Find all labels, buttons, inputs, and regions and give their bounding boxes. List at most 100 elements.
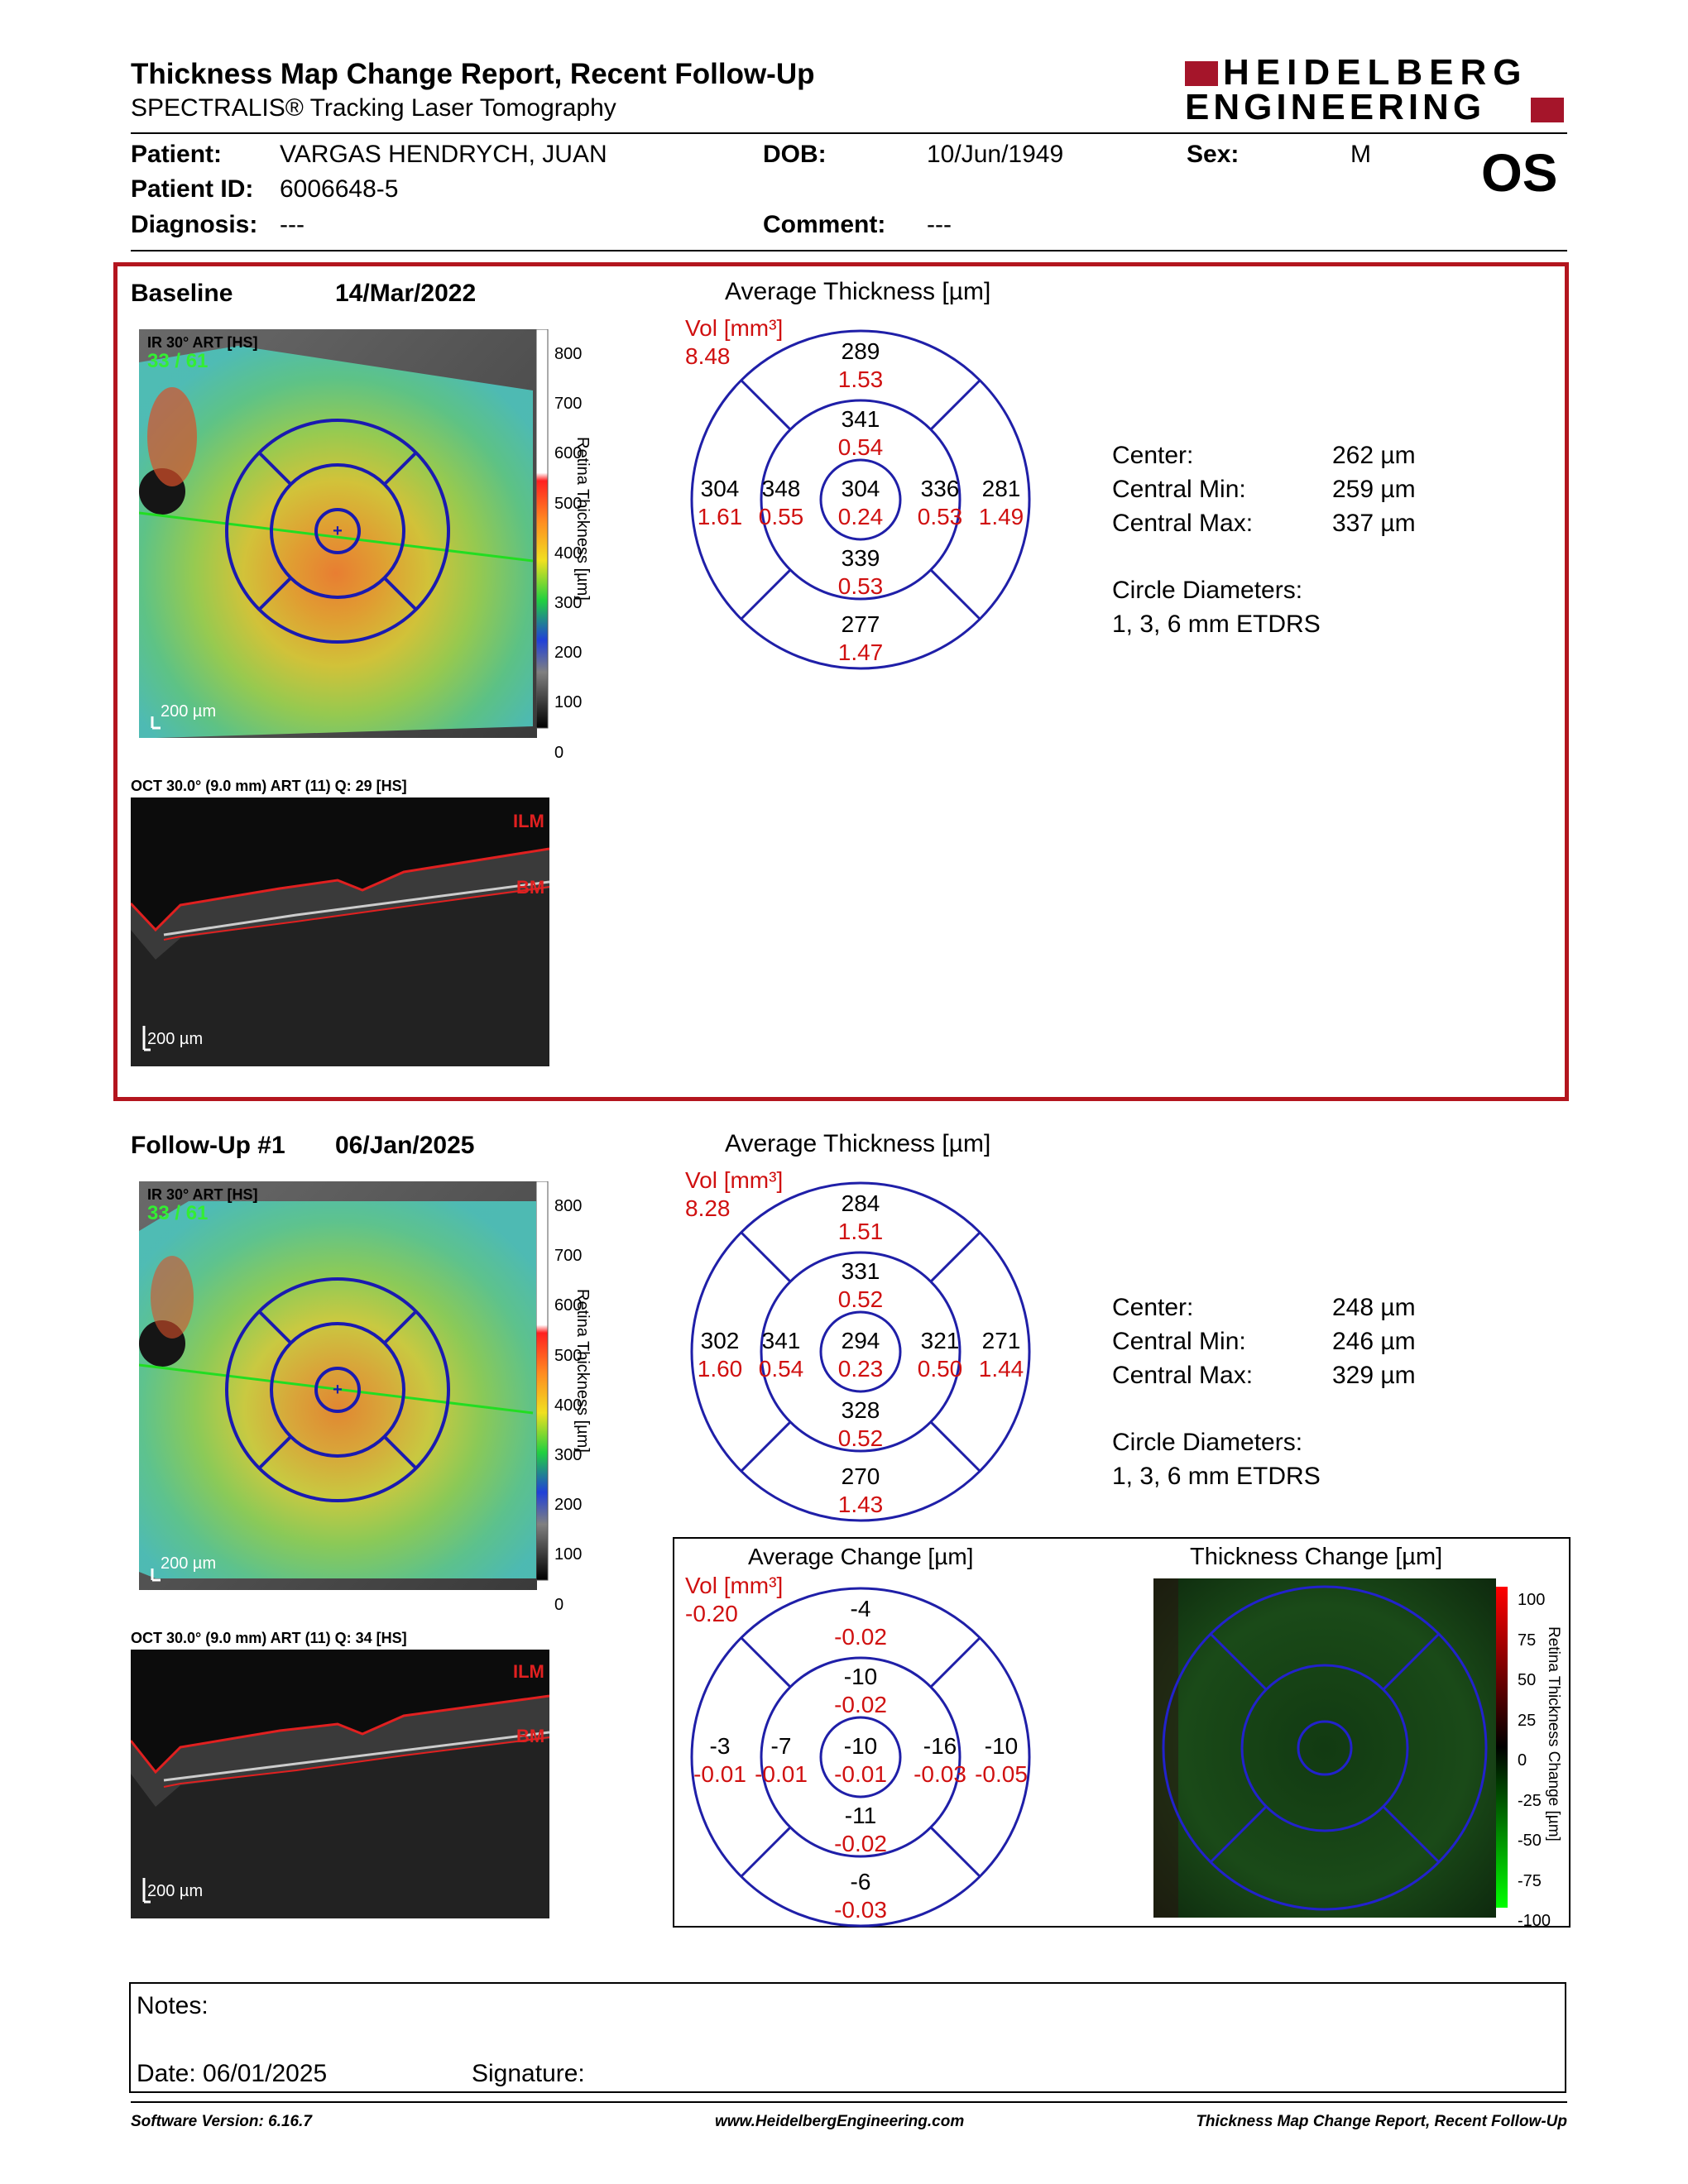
followup-colorbar-tick: 0 [554, 1595, 564, 1614]
followup-center-value: 248 µm [1332, 1294, 1416, 1321]
baseline-etdrs-grid: 304 0.24 341 0.54 339 0.53 348 0.55 336 0.53 289 1.… [679, 315, 1043, 682]
sector-outer-left-thickness: 302 [701, 1328, 740, 1353]
baseline-diam-value: 1, 3, 6 mm ETDRS [1112, 611, 1321, 638]
followup-oct-scale: 200 µm [147, 1882, 203, 1900]
sector-outer-sup-volume: 1.51 [838, 1219, 884, 1244]
followup-colorbar-tick: 600 [554, 1296, 583, 1315]
header-rule [131, 132, 1567, 134]
notes-date: Date: 06/01/2025 [137, 2060, 328, 2087]
followup-ir-panel: + IR 30° ART [HS] 33 / 61 200 µm [138, 1181, 592, 1590]
followup-min-label: Central Min: [1112, 1328, 1246, 1355]
baseline-thickness-map: + IR 30° ART [HS] 33 / 61 200 µm [138, 329, 537, 738]
followup-colorbar-tick: 400 [554, 1396, 583, 1415]
baseline-min-value: 259 µm [1332, 476, 1416, 503]
baseline-colorbar-tick: 500 [554, 494, 583, 513]
patient-id-label: Patient ID: [131, 175, 254, 203]
followup-diam-value: 1, 3, 6 mm ETDRS [1112, 1463, 1321, 1490]
sector-inner-left-thickness: -7 [771, 1733, 792, 1759]
baseline-min-label: Central Min: [1112, 476, 1246, 503]
baseline-ir-frames: 33 / 61 [147, 350, 208, 372]
change-colorbar-label: Retina Thickness Change [µm] [1545, 1626, 1562, 1842]
followup-label: Follow-Up #1 [131, 1132, 285, 1159]
change-colorbar-tick: 25 [1518, 1711, 1537, 1730]
volume-total: 8.48 [685, 343, 731, 369]
followup-min-value: 246 µm [1332, 1328, 1416, 1355]
sector-inner-left-thickness: 341 [762, 1328, 801, 1353]
baseline-oct-scale: 200 µm [147, 1030, 203, 1048]
brand-line1: HEIDELBERG [1223, 52, 1528, 93]
sector-outer-inf-thickness: 270 [842, 1463, 880, 1489]
sector-outer-right-volume: -0.05 [975, 1761, 1028, 1787]
followup-colorbar-tick: 200 [554, 1496, 583, 1515]
sector-inner-left-volume: -0.01 [755, 1761, 808, 1787]
baseline-oct-image: ILM BM 200 µm [129, 797, 550, 1066]
baseline-colorbar-tick: 400 [554, 544, 583, 563]
sex-label: Sex: [1187, 141, 1240, 168]
baseline-max-label: Central Max: [1112, 510, 1254, 537]
baseline-ir-panel: + IR 30° ART [HS] 33 / 61 200 µm [138, 329, 592, 738]
report-subtitle: SPECTRALIS® Tracking Laser Tomography [131, 94, 616, 122]
sector-inner-right-thickness: 321 [921, 1328, 960, 1353]
sector-outer-sup-thickness: 284 [842, 1190, 880, 1216]
change-colorbar: 100 75 50 25 0 -25 -50 -75 -100 Retina Thickness… [1496, 1587, 1567, 1930]
followup-date: 06/Jan/2025 [335, 1132, 475, 1159]
sector-outer-right-thickness: 281 [982, 476, 1021, 501]
baseline-colorbar: 800 700 600 500 400 300 200 100 0 Retina Thickne… [535, 328, 612, 762]
sector-center-volume: 0.24 [838, 504, 884, 529]
baseline-colorbar-tick: 100 [554, 693, 583, 712]
followup-max-label: Central Max: [1112, 1362, 1254, 1389]
sector-outer-right-thickness: 271 [982, 1328, 1021, 1353]
notes-box[interactable] [129, 1982, 1566, 2093]
followup-colorbar-tick: 500 [554, 1346, 583, 1365]
followup-colorbar-label: Retina Thickness [µm] [573, 1289, 592, 1453]
baseline-ir-scale: 200 µm [161, 702, 216, 721]
sector-outer-inf-volume: -0.03 [834, 1897, 887, 1923]
sector-outer-inf-thickness: 277 [842, 611, 880, 637]
sector-center-volume: -0.01 [834, 1761, 887, 1787]
change-grid-title: Average Change [µm] [748, 1544, 974, 1569]
patient-name: VARGAS HENDRYCH, JUAN [280, 141, 607, 168]
change-colorbar-tick: 75 [1518, 1631, 1537, 1650]
sector-inner-right-thickness: -16 [923, 1733, 957, 1759]
baseline-max-value: 337 µm [1332, 510, 1416, 537]
change-colorbar-tick: 100 [1518, 1591, 1546, 1609]
report-title: Thickness Map Change Report, Recent Foll… [131, 58, 815, 90]
followup-ir-caption: IR 30° ART [HS] [147, 1186, 258, 1203]
footer-website[interactable]: www.HeidelbergEngineering.com [715, 2113, 965, 2130]
baseline-label: Baseline [131, 280, 233, 307]
sector-center-thickness: 294 [842, 1328, 880, 1353]
volume-total: 8.28 [685, 1195, 731, 1221]
thickness-change-map [1153, 1578, 1496, 1918]
diagnosis-label: Diagnosis: [131, 211, 258, 238]
sector-outer-left-volume: -0.01 [693, 1761, 746, 1787]
sector-center-thickness: -10 [844, 1733, 877, 1759]
baseline-stats: Center: 262 µm Central Min: 259 µm Central… [1112, 438, 1443, 641]
sector-outer-left-thickness: 304 [701, 476, 740, 501]
followup-oct-image: ILM BM 200 µm [129, 1650, 550, 1918]
comment-value: --- [927, 211, 952, 238]
baseline-colorbar-tick: 700 [554, 395, 583, 414]
sector-outer-left-thickness: -3 [710, 1733, 731, 1759]
followup-grid-title: Average Thickness [µm] [725, 1130, 991, 1157]
sector-outer-inf-thickness: -6 [851, 1869, 871, 1894]
svg-text:+: + [333, 522, 343, 540]
volume-total: -0.20 [685, 1601, 738, 1626]
baseline-date: 14/Mar/2022 [335, 280, 477, 307]
sector-inner-left-volume: 0.55 [759, 504, 804, 529]
change-box [673, 1537, 1571, 1928]
sector-inner-inf-volume: 0.52 [838, 1425, 884, 1451]
sector-outer-inf-volume: 1.47 [838, 639, 884, 665]
comment-label: Comment: [763, 211, 886, 238]
followup-thickness-map: + IR 30° ART [HS] 33 / 61 200 µm [138, 1181, 538, 1590]
sector-outer-inf-volume: 1.43 [838, 1492, 884, 1517]
followup-ir-scale: 200 µm [161, 1554, 216, 1573]
followup-center-label: Center: [1112, 1294, 1194, 1321]
followup-oct-caption: OCT 30.0° (9.0 mm) ART (11) Q: 34 [HS] [131, 1630, 407, 1646]
heidelberg-logo: HEIDELBERG ENGINEERING [1185, 52, 1567, 129]
sector-outer-right-thickness: -10 [985, 1733, 1018, 1759]
baseline-bm-label: BM [516, 877, 544, 898]
notes-label: Notes: [137, 1992, 209, 2019]
sector-inner-right-volume: 0.50 [918, 1356, 963, 1382]
patient-rule [131, 250, 1567, 251]
svg-text:+: + [333, 1381, 343, 1399]
